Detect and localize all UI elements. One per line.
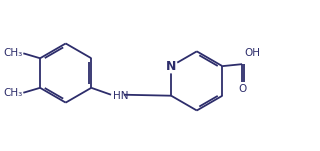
Text: N: N: [166, 60, 176, 73]
Text: HN: HN: [113, 91, 129, 101]
Text: OH: OH: [244, 48, 260, 58]
Text: CH₃: CH₃: [3, 48, 22, 58]
Text: CH₃: CH₃: [3, 88, 22, 98]
Text: O: O: [238, 84, 246, 94]
